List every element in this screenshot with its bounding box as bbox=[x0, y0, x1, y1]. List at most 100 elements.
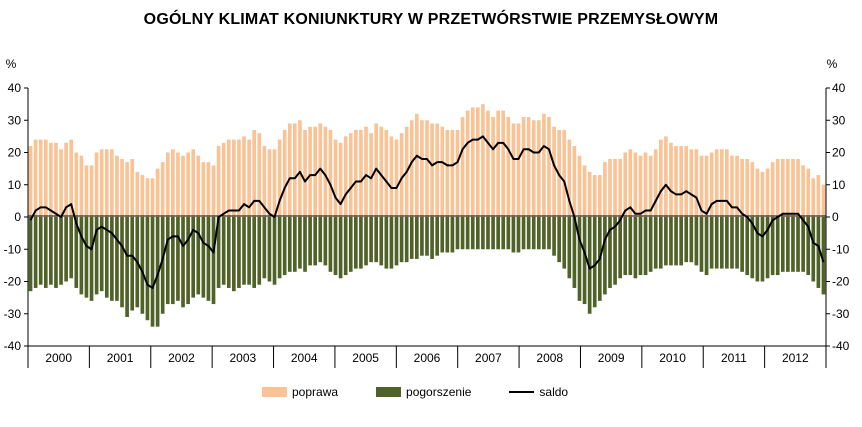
y-tick-label-left: 0 bbox=[14, 210, 21, 224]
bar-pogorszenie bbox=[770, 217, 775, 276]
bar-pogorszenie bbox=[333, 217, 338, 276]
bar-pogorszenie bbox=[33, 217, 38, 288]
bar-pogorszenie bbox=[750, 217, 755, 279]
bar-pogorszenie bbox=[628, 217, 633, 276]
legend-label-pogorszenie: pogorszenie bbox=[406, 385, 472, 399]
bar-pogorszenie bbox=[572, 217, 577, 288]
bar-poprawa bbox=[303, 129, 307, 217]
bar-poprawa bbox=[811, 178, 816, 217]
bar-pogorszenie bbox=[486, 217, 490, 250]
y-tick-label-right: 0 bbox=[832, 210, 839, 224]
bar-poprawa bbox=[821, 184, 826, 217]
bar-poprawa bbox=[476, 107, 480, 217]
bar-pogorszenie bbox=[506, 217, 511, 250]
y-tick-label-right: -30 bbox=[832, 307, 850, 321]
bar-poprawa bbox=[531, 120, 536, 217]
bar-poprawa bbox=[765, 168, 770, 218]
bar-pogorszenie bbox=[54, 217, 58, 288]
bar-pogorszenie bbox=[69, 217, 74, 279]
bar-pogorszenie bbox=[796, 217, 800, 272]
bar-poprawa bbox=[130, 158, 135, 217]
bar-poprawa bbox=[379, 126, 384, 217]
bar-poprawa bbox=[745, 158, 750, 217]
bar-poprawa bbox=[491, 117, 495, 217]
bar-pogorszenie bbox=[821, 217, 826, 295]
bar-pogorszenie bbox=[516, 217, 521, 253]
bar-pogorszenie bbox=[577, 217, 582, 301]
bar-pogorszenie bbox=[237, 217, 241, 288]
bar-poprawa bbox=[623, 152, 628, 217]
chart-title: OGÓLNY KLIMAT KONIUNKTURY W PRZETWÓRSTWI… bbox=[143, 11, 719, 28]
x-tick-label: 2007 bbox=[475, 351, 502, 365]
bar-poprawa bbox=[389, 136, 394, 218]
bar-pogorszenie bbox=[714, 217, 719, 269]
bar-poprawa bbox=[94, 152, 99, 217]
bar-pogorszenie bbox=[384, 217, 389, 269]
bar-poprawa bbox=[216, 146, 221, 217]
bar-pogorszenie bbox=[272, 217, 277, 285]
bar-pogorszenie bbox=[359, 217, 363, 269]
bar-pogorszenie bbox=[293, 217, 297, 272]
bar-pogorszenie bbox=[653, 217, 658, 269]
bar-pogorszenie bbox=[735, 217, 739, 269]
bar-poprawa bbox=[613, 158, 617, 217]
bar-poprawa bbox=[247, 139, 251, 217]
bar-pogorszenie bbox=[633, 217, 638, 279]
bar-poprawa bbox=[633, 152, 638, 217]
bar-pogorszenie bbox=[552, 217, 556, 256]
bar-pogorszenie bbox=[389, 217, 394, 269]
y-tick-label-left: -10 bbox=[4, 242, 22, 256]
saldo-line-group bbox=[29, 135, 825, 289]
bar-pogorszenie bbox=[521, 217, 526, 250]
bar-pogorszenie bbox=[547, 217, 551, 250]
bar-poprawa bbox=[547, 117, 551, 217]
x-tick-label: 2009 bbox=[598, 351, 625, 365]
bar-pogorszenie bbox=[59, 217, 63, 285]
bar-poprawa bbox=[28, 146, 33, 217]
bar-poprawa bbox=[643, 152, 648, 217]
bar-pogorszenie bbox=[181, 217, 185, 308]
x-tick-label: 2012 bbox=[782, 351, 809, 365]
bar-poprawa bbox=[735, 155, 739, 217]
bar-poprawa bbox=[587, 171, 592, 217]
y-tick-label-left: -20 bbox=[4, 275, 22, 289]
bar-poprawa bbox=[181, 155, 185, 217]
bar-pogorszenie bbox=[364, 217, 368, 266]
bar-poprawa bbox=[252, 129, 257, 217]
bar-pogorszenie bbox=[369, 217, 373, 263]
bar-poprawa bbox=[420, 120, 424, 217]
bar-pogorszenie bbox=[186, 217, 190, 305]
bar-poprawa bbox=[287, 123, 292, 217]
bar-poprawa bbox=[714, 149, 719, 217]
bar-pogorszenie bbox=[420, 217, 424, 256]
bar-pogorszenie bbox=[592, 217, 597, 308]
bar-pogorszenie bbox=[49, 217, 53, 285]
bar-pogorszenie bbox=[440, 217, 445, 253]
bar-poprawa bbox=[328, 129, 333, 217]
bar-poprawa bbox=[369, 133, 373, 217]
bar-pogorszenie bbox=[89, 217, 94, 301]
bar-poprawa bbox=[516, 123, 521, 217]
bar-pogorszenie bbox=[470, 217, 475, 250]
bar-pogorszenie bbox=[43, 217, 48, 288]
bar-poprawa bbox=[618, 158, 622, 217]
bar-poprawa bbox=[313, 126, 318, 217]
bar-pogorszenie bbox=[664, 217, 668, 266]
bar-pogorszenie bbox=[38, 217, 43, 285]
bar-poprawa bbox=[796, 158, 800, 217]
bar-poprawa bbox=[603, 162, 607, 217]
bar-poprawa bbox=[664, 136, 668, 218]
bar-poprawa bbox=[770, 162, 775, 217]
bar-pogorszenie bbox=[191, 217, 196, 298]
bar-poprawa bbox=[409, 120, 414, 217]
bar-poprawa bbox=[496, 110, 500, 217]
bar-pogorszenie bbox=[755, 217, 760, 282]
bar-pogorszenie bbox=[226, 217, 231, 288]
y-tick-label-right: -40 bbox=[832, 339, 850, 353]
bar-pogorszenie bbox=[806, 217, 811, 276]
bar-poprawa bbox=[242, 136, 246, 218]
bar-pogorszenie bbox=[28, 217, 33, 292]
bar-pogorszenie bbox=[582, 217, 587, 305]
bar-pogorszenie bbox=[465, 217, 470, 250]
bar-pogorszenie bbox=[262, 217, 267, 279]
